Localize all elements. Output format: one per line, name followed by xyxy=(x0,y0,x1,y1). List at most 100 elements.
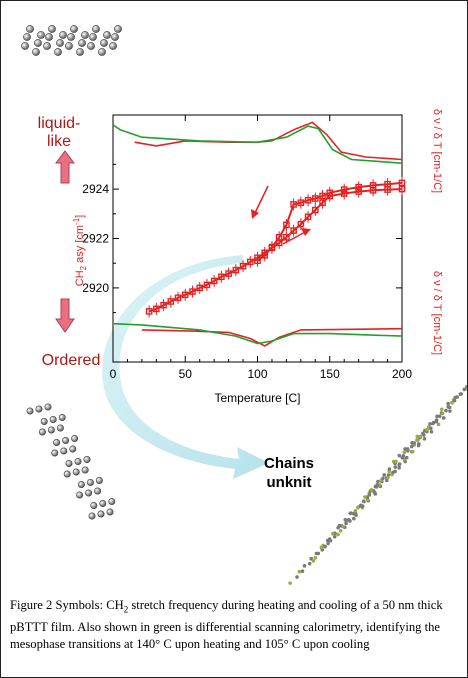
x-tick-label: 100 xyxy=(247,367,267,381)
atom xyxy=(97,510,105,518)
data-point xyxy=(355,183,362,191)
atom xyxy=(397,453,402,458)
atom xyxy=(32,48,40,56)
atom xyxy=(86,478,94,486)
atom xyxy=(356,505,360,510)
atom xyxy=(85,489,93,497)
heating-arrow-icon xyxy=(282,228,311,245)
atom xyxy=(328,538,333,543)
atom xyxy=(65,42,73,50)
y-tick-label: 2924 xyxy=(82,182,109,196)
atom xyxy=(54,48,62,56)
data-point xyxy=(275,233,283,241)
atom xyxy=(458,392,463,396)
down-arrow-icon xyxy=(55,298,75,333)
atom xyxy=(78,39,86,47)
atom xyxy=(344,518,348,522)
atom xyxy=(436,422,441,427)
ir-frequency-chart: 0 50 100 150 200 2920 2922 2924 Temperature [C]… xyxy=(72,109,443,405)
atom xyxy=(59,31,67,39)
atom xyxy=(409,444,414,449)
data-point xyxy=(290,201,297,208)
data-point xyxy=(254,257,261,265)
atom xyxy=(434,419,439,424)
cyan-curved-arrow xyxy=(102,255,269,479)
dsc-heating-red-top-line xyxy=(134,121,403,161)
atom xyxy=(404,455,409,460)
atom xyxy=(450,401,454,405)
data-point xyxy=(261,251,269,259)
y-tick-label: 2922 xyxy=(82,232,109,246)
atom xyxy=(23,33,31,41)
atom xyxy=(106,508,114,516)
atom xyxy=(381,476,385,481)
x-tick-label: 200 xyxy=(392,367,412,381)
atom xyxy=(62,436,70,444)
x-axis-label: Temperature [C] xyxy=(214,391,300,405)
atom xyxy=(393,469,397,474)
data-point xyxy=(196,284,204,292)
atom xyxy=(376,479,380,484)
atom xyxy=(332,534,337,539)
atom xyxy=(87,42,95,50)
atom xyxy=(391,459,396,464)
data-point xyxy=(203,281,211,289)
atom xyxy=(98,48,106,56)
atom xyxy=(94,487,102,495)
atom xyxy=(444,408,448,413)
atom xyxy=(295,575,299,579)
atom xyxy=(300,569,305,573)
atom xyxy=(60,447,68,455)
atom xyxy=(338,529,343,533)
atom xyxy=(422,437,427,441)
atom xyxy=(440,411,445,416)
atom xyxy=(58,413,66,421)
frequency-cooling-line xyxy=(256,181,403,262)
atom xyxy=(288,581,292,585)
atom xyxy=(38,428,46,436)
atom xyxy=(410,441,414,445)
atom xyxy=(319,545,324,550)
data-point xyxy=(297,220,305,228)
molecule-top-illustration xyxy=(21,25,122,56)
atom xyxy=(89,33,97,41)
atom xyxy=(331,531,335,536)
atom xyxy=(313,555,318,560)
atom xyxy=(363,495,367,499)
data-point xyxy=(167,298,175,305)
atom xyxy=(72,468,80,476)
chains-unknit-label: Chains xyxy=(264,455,314,472)
atom xyxy=(44,403,52,411)
atom xyxy=(69,445,77,453)
atom xyxy=(34,39,42,47)
atom xyxy=(37,31,45,39)
atom xyxy=(43,42,51,50)
atom xyxy=(103,31,111,39)
atom xyxy=(325,538,330,543)
data-point xyxy=(239,262,247,270)
plot-frame xyxy=(112,114,403,363)
atom xyxy=(297,569,302,574)
atom xyxy=(65,459,73,467)
atom xyxy=(346,517,351,522)
data-point xyxy=(290,227,297,234)
data-point xyxy=(232,266,240,274)
atom xyxy=(382,473,386,477)
data-point xyxy=(398,179,406,187)
atom xyxy=(302,564,307,568)
atom xyxy=(53,438,61,446)
atom xyxy=(415,434,420,439)
atom xyxy=(63,470,71,478)
atom xyxy=(348,511,353,516)
atom xyxy=(26,407,34,415)
ordered-label: Ordered xyxy=(42,352,101,369)
data-point xyxy=(246,258,254,266)
data-point xyxy=(160,301,167,309)
atom xyxy=(447,405,452,410)
atom xyxy=(21,42,29,50)
data-point xyxy=(153,305,160,313)
atom xyxy=(425,427,429,432)
dsc-cooling-green-bottom-line xyxy=(112,322,403,345)
atom xyxy=(81,31,89,39)
dsc-cooling-red-bottom-line xyxy=(141,327,403,347)
